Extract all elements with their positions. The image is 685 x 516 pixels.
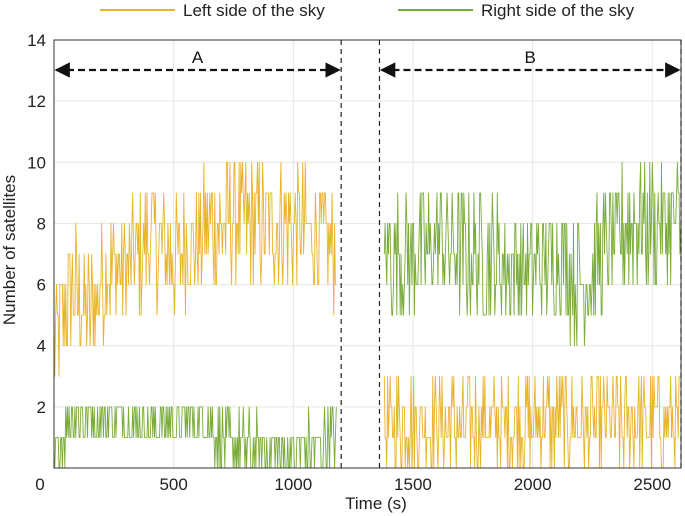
y-tick-label: 10: [27, 153, 46, 172]
x-tick-label: 1000: [274, 475, 312, 494]
y-tick-label: 4: [37, 337, 46, 356]
region-label-a: A: [192, 48, 204, 67]
series-line-left-seg-0: [53, 161, 337, 377]
x-tick-label: 500: [159, 475, 187, 494]
x-tick-label: 2500: [633, 475, 671, 494]
series-line-right-seg-0: [54, 406, 337, 469]
y-tick-label: 14: [27, 31, 46, 50]
legend-label-left: Left side of the sky: [183, 1, 325, 20]
x-tick-label: 2000: [514, 475, 552, 494]
series-line-right-seg-1: [383, 161, 682, 347]
x-tick-label: 0: [35, 475, 44, 494]
x-axis-title: Time (s): [345, 494, 407, 513]
y-tick-label: 8: [37, 214, 46, 233]
region-label-b: B: [525, 48, 536, 67]
y-tick-label: 6: [37, 276, 46, 295]
plot-frame: [53, 39, 682, 469]
y-tick-label: 12: [27, 92, 46, 111]
y-tick-label: 2: [37, 398, 46, 417]
axes: 0 500 1000 1500 2000 2500 2 4 6 8 10 12 14: [27, 31, 682, 494]
legend-label-right: Right side of the sky: [481, 1, 635, 20]
y-axis-title: Number of satellites: [0, 175, 19, 325]
x-tick-label: 1500: [394, 475, 432, 494]
legend: Left side of the sky Right side of the s…: [100, 1, 635, 20]
